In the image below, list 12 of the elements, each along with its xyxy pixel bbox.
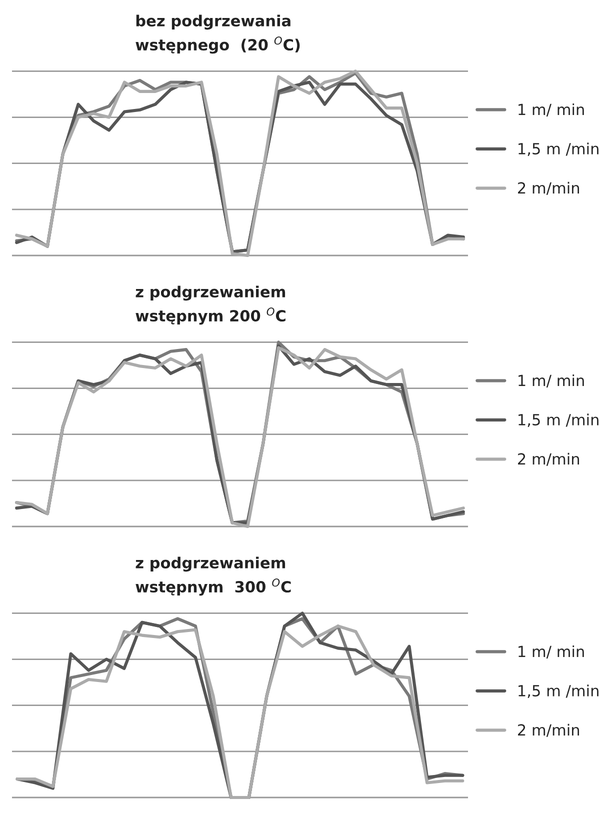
legend-label: 1,5 m /min [518, 414, 598, 428]
chart-title: bez podgrzewania wstępnego (20 $^{O}$C) [136, 14, 300, 54]
legend-label: 1 m/ min [518, 103, 584, 116]
legend-label: 2 m/min [518, 182, 580, 195]
legend-label: 2 m/min [518, 452, 580, 466]
chart-title: z podgrzewaniem wstępnym 200 $^{O}$C [136, 286, 286, 325]
legend-label: 2 m/min [518, 724, 580, 737]
legend-label: 1,5 m /min [518, 142, 598, 156]
legend-label: 1,5 m /min [518, 684, 598, 698]
chart-title: z podgrzewaniem wstępnym 300 $^{O}$C [136, 556, 291, 596]
legend-label: 1 m/ min [518, 374, 584, 388]
legend-label: 1 m/ min [518, 645, 584, 658]
